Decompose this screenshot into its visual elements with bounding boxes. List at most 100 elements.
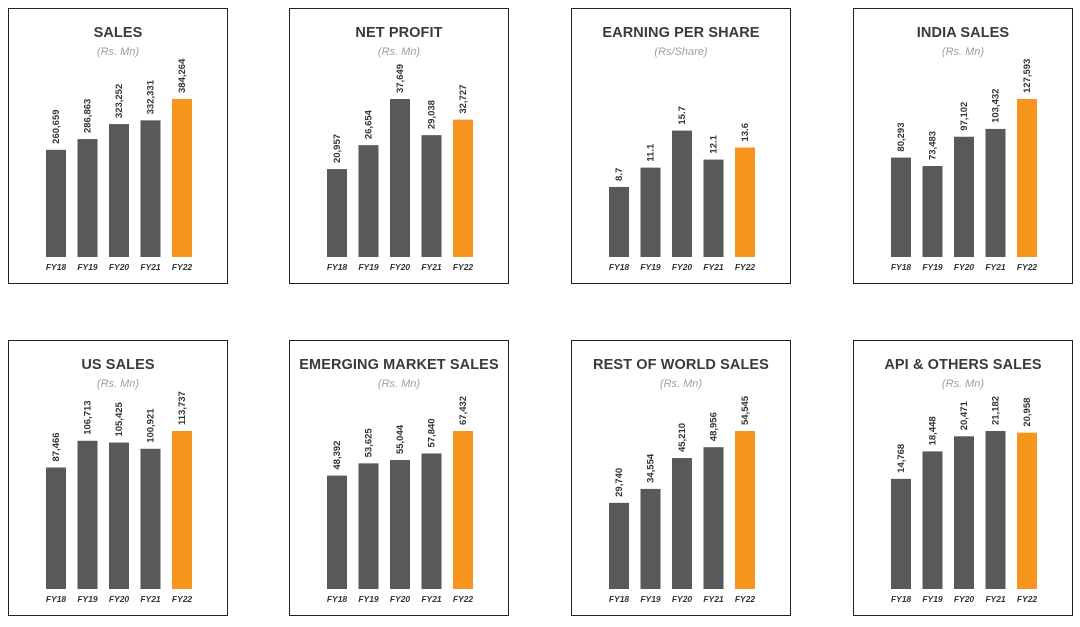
x-tick-label: FY20 (390, 594, 411, 604)
data-label: 26,654 (364, 109, 375, 139)
chart-subtitle: (Rs. Mn) (659, 378, 703, 390)
chart-title: API & OTHERS SALES (884, 357, 1042, 373)
chart-panel-rest-of-world-sales: REST OF WORLD SALES (Rs. Mn) 29,740 FY18 3… (571, 340, 791, 616)
x-tick-label: FY18 (46, 594, 67, 604)
chart-panel-api-others-sales: API & OTHERS SALES (Rs. Mn) 14,768 FY18 18… (853, 340, 1073, 616)
data-label: 37,649 (395, 64, 406, 93)
data-label: 100,921 (146, 408, 157, 443)
data-label: 103,432 (991, 89, 1002, 123)
bar-fy18 (327, 475, 347, 589)
chart-subtitle: (Rs. Mn) (377, 378, 421, 390)
x-tick-label: FY19 (922, 262, 943, 272)
x-tick-label: FY18 (609, 594, 630, 604)
bar-fy21 (421, 453, 442, 589)
x-tick-label: FY18 (327, 594, 348, 604)
data-label: 106,713 (83, 400, 94, 434)
chart-subtitle: (Rs/Share) (654, 46, 708, 58)
data-label: 34,554 (646, 453, 657, 483)
x-tick-label: FY19 (77, 262, 98, 272)
x-tick-label: FY22 (172, 594, 193, 604)
data-label: 20,471 (959, 401, 970, 431)
bar-fy19 (922, 451, 943, 589)
data-label: 384,264 (177, 58, 188, 93)
chart-subtitle: (Rs. Mn) (377, 46, 421, 58)
data-label: 20,957 (332, 134, 343, 163)
chart-title: EARNING PER SHARE (602, 25, 760, 41)
x-tick-label: FY19 (77, 594, 98, 604)
x-tick-label: FY21 (985, 262, 1006, 272)
x-tick-label: FY21 (421, 262, 442, 272)
bar-fy19 (640, 488, 661, 589)
bar-fy22 (1017, 99, 1037, 257)
chart-panel-emerging-market-sales: EMERGING MARKET SALES (Rs. Mn) 48,392 FY1… (289, 340, 509, 616)
data-label: 127,593 (1022, 59, 1033, 93)
bar-fy18 (609, 186, 629, 257)
data-label: 29,740 (614, 468, 625, 497)
x-tick-label: FY21 (985, 594, 1006, 604)
x-tick-label: FY22 (735, 594, 756, 604)
data-label: 11.1 (646, 143, 657, 162)
x-tick-label: FY21 (140, 262, 161, 272)
x-tick-label: FY18 (891, 262, 912, 272)
data-label: 13.6 (740, 123, 751, 142)
x-tick-label: FY21 (140, 594, 161, 604)
x-tick-label: FY22 (172, 262, 193, 272)
data-label: 8.7 (614, 168, 625, 181)
bar-fy22 (172, 99, 192, 257)
chart-title: SALES (93, 25, 143, 41)
data-label: 73,483 (928, 131, 939, 160)
data-label: 20,958 (1022, 398, 1033, 427)
x-tick-label: FY18 (891, 594, 912, 604)
data-label: 57,840 (427, 418, 438, 447)
x-tick-label: FY20 (390, 262, 411, 272)
bar-fy22 (1017, 432, 1037, 589)
x-tick-label: FY22 (453, 594, 474, 604)
bar-fy19 (358, 145, 379, 257)
bar-fy18 (891, 478, 911, 589)
bar-fy22 (172, 431, 192, 589)
data-label: 260,659 (51, 109, 62, 143)
bar-fy21 (703, 447, 724, 589)
bar-chart: 260,659 FY18 286,863 FY19 323,252 FY20 332,331… (46, 58, 193, 272)
data-label: 332,331 (146, 79, 157, 114)
bar-fy18 (327, 169, 347, 257)
bar-fy21 (140, 448, 161, 589)
data-label: 48,956 (709, 412, 720, 441)
chart-panel-sales: SALES (Rs. Mn) 260,659 FY18 286,863 FY19 323… (8, 8, 228, 284)
bar-chart: 48,392 FY18 53,625 FY19 55,044 FY20 57,840 FY21… (327, 396, 474, 604)
chart-subtitle: (Rs. Mn) (941, 378, 985, 390)
bar-chart: 80,293 FY18 73,483 FY19 97,102 FY20 103,432 FY2… (891, 59, 1038, 272)
data-label: 286,863 (83, 99, 94, 133)
x-tick-label: FY20 (672, 262, 693, 272)
x-tick-label: FY19 (358, 594, 379, 604)
bar-fy22 (735, 147, 755, 257)
bar-fy19 (922, 166, 943, 257)
bar-fy20 (954, 136, 974, 257)
bar-fy22 (735, 431, 755, 589)
bar-chart: 87,466 FY18 106,713 FY19 105,425 FY20 100,921 F… (46, 391, 193, 604)
chart-title: REST OF WORLD SALES (593, 357, 769, 373)
chart-subtitle: (Rs. Mn) (941, 46, 985, 58)
data-label: 97,102 (959, 102, 970, 131)
bar-chart: 14,768 FY18 18,448 FY19 20,471 FY20 21,182 FY21… (891, 396, 1038, 604)
bar-fy22 (453, 119, 473, 258)
bar-fy21 (703, 159, 724, 257)
data-label: 14,768 (896, 444, 907, 473)
x-tick-label: FY19 (640, 262, 661, 272)
chart-subtitle: (Rs. Mn) (96, 378, 140, 390)
bar-fy20 (109, 124, 129, 258)
x-tick-label: FY22 (1017, 262, 1038, 272)
x-tick-label: FY21 (703, 262, 724, 272)
x-tick-label: FY19 (640, 594, 661, 604)
x-tick-label: FY19 (922, 594, 943, 604)
bar-fy21 (985, 128, 1006, 257)
data-label: 105,425 (114, 401, 125, 436)
x-tick-label: FY21 (421, 594, 442, 604)
bar-fy20 (390, 460, 410, 589)
bar-fy20 (672, 458, 692, 589)
x-tick-label: FY18 (327, 262, 348, 272)
bar-fy21 (140, 120, 161, 258)
data-label: 87,466 (51, 432, 62, 461)
data-label: 12.1 (709, 134, 720, 153)
x-tick-label: FY22 (735, 262, 756, 272)
